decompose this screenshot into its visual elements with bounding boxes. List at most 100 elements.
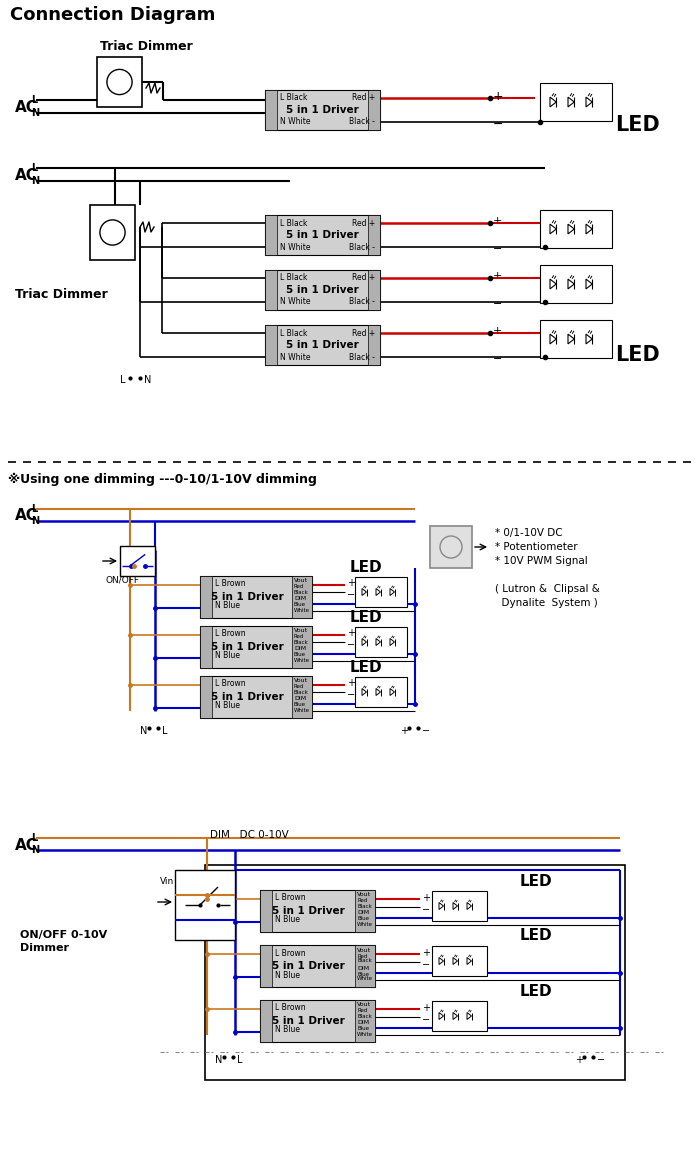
Text: White: White bbox=[357, 1031, 373, 1037]
Text: L Brown: L Brown bbox=[215, 580, 246, 588]
Text: AC: AC bbox=[15, 508, 38, 523]
Text: +: + bbox=[422, 893, 430, 902]
Text: 5 in 1 Driver: 5 in 1 Driver bbox=[272, 960, 344, 971]
Text: −: − bbox=[422, 1015, 430, 1025]
Text: L: L bbox=[162, 726, 167, 735]
Text: Black: Black bbox=[357, 1014, 372, 1018]
Text: Black: Black bbox=[294, 589, 309, 594]
Text: N Blue: N Blue bbox=[275, 915, 300, 925]
Text: LED: LED bbox=[350, 560, 383, 575]
Text: Vout: Vout bbox=[357, 1002, 371, 1008]
Text: Red +: Red + bbox=[351, 328, 375, 338]
Text: −: − bbox=[422, 726, 430, 735]
Bar bbox=[432, 1001, 487, 1031]
Bar bbox=[540, 84, 612, 121]
Text: −: − bbox=[347, 690, 355, 699]
Text: L: L bbox=[31, 95, 37, 106]
Text: L Brown: L Brown bbox=[275, 949, 306, 957]
Bar bbox=[265, 90, 380, 130]
Text: Vin: Vin bbox=[160, 877, 174, 886]
Text: L: L bbox=[31, 833, 37, 843]
Bar bbox=[200, 626, 312, 668]
Text: Red +: Red + bbox=[351, 94, 375, 102]
Text: * 0/1-10V DC: * 0/1-10V DC bbox=[495, 528, 563, 538]
Text: Black: Black bbox=[357, 904, 372, 908]
Text: N Blue: N Blue bbox=[275, 1025, 300, 1035]
Text: Black: Black bbox=[294, 639, 309, 645]
Text: Black: Black bbox=[294, 689, 309, 695]
Text: N White: N White bbox=[280, 297, 311, 306]
Text: N Blue: N Blue bbox=[275, 971, 300, 979]
Bar bbox=[432, 947, 487, 976]
Text: DIM: DIM bbox=[357, 1021, 369, 1025]
Text: ※Using one dimming ---0-10/1-10V dimming: ※Using one dimming ---0-10/1-10V dimming bbox=[8, 472, 317, 486]
Text: Black: Black bbox=[357, 958, 372, 964]
Text: Red: Red bbox=[357, 954, 368, 958]
Bar bbox=[292, 676, 312, 718]
Text: N White: N White bbox=[280, 117, 311, 126]
Bar bbox=[355, 1000, 375, 1042]
Bar bbox=[260, 890, 272, 931]
Bar bbox=[430, 525, 472, 568]
Text: Dynalite  System ): Dynalite System ) bbox=[495, 599, 598, 608]
Bar bbox=[260, 890, 375, 931]
Text: AC: AC bbox=[15, 838, 38, 853]
Text: DIM: DIM bbox=[294, 646, 306, 652]
Text: 5 in 1 Driver: 5 in 1 Driver bbox=[286, 230, 359, 240]
Text: −: − bbox=[597, 1054, 605, 1065]
Text: 5 in 1 Driver: 5 in 1 Driver bbox=[211, 592, 284, 602]
Text: LED: LED bbox=[520, 984, 552, 999]
Text: Triac Dimmer: Triac Dimmer bbox=[15, 289, 108, 302]
Text: −: − bbox=[493, 354, 503, 364]
Text: Black -: Black - bbox=[349, 242, 375, 252]
Text: +: + bbox=[347, 677, 355, 688]
Text: DIM: DIM bbox=[294, 696, 306, 702]
Text: +: + bbox=[422, 1003, 430, 1013]
Bar bbox=[200, 577, 212, 618]
Text: +: + bbox=[347, 578, 355, 588]
Text: L Black: L Black bbox=[280, 94, 307, 102]
Text: N Blue: N Blue bbox=[215, 602, 240, 610]
Text: Vout: Vout bbox=[294, 579, 308, 583]
Text: LED: LED bbox=[615, 115, 659, 135]
Text: Blue: Blue bbox=[294, 602, 306, 608]
Text: N: N bbox=[215, 1054, 223, 1065]
Text: Red +: Red + bbox=[351, 274, 375, 283]
Bar bbox=[292, 577, 312, 618]
Text: Blue: Blue bbox=[294, 652, 306, 658]
Text: AC: AC bbox=[15, 100, 38, 115]
Text: L: L bbox=[31, 503, 37, 514]
Text: L Black: L Black bbox=[280, 274, 307, 283]
Bar bbox=[260, 945, 375, 987]
Text: Black -: Black - bbox=[349, 117, 375, 126]
Bar bbox=[368, 325, 380, 365]
Text: +: + bbox=[575, 1054, 583, 1065]
Text: Red: Red bbox=[357, 899, 368, 904]
Bar bbox=[368, 270, 380, 310]
Bar bbox=[265, 215, 277, 255]
Text: White: White bbox=[294, 708, 310, 712]
Text: Vout: Vout bbox=[357, 892, 371, 898]
Bar bbox=[260, 945, 272, 987]
Text: L: L bbox=[31, 164, 37, 173]
Text: Vout: Vout bbox=[294, 629, 308, 633]
Text: Dimmer: Dimmer bbox=[20, 943, 69, 954]
Text: Red: Red bbox=[294, 635, 304, 639]
Text: −: − bbox=[493, 244, 503, 254]
Text: N: N bbox=[31, 844, 39, 855]
Text: +: + bbox=[347, 628, 355, 638]
Text: LED: LED bbox=[520, 928, 552, 943]
Bar bbox=[97, 57, 142, 107]
Bar bbox=[260, 1000, 272, 1042]
Text: 5 in 1 Driver: 5 in 1 Driver bbox=[211, 641, 284, 652]
Text: DIM: DIM bbox=[357, 965, 369, 971]
Text: 5 in 1 Driver: 5 in 1 Driver bbox=[272, 906, 344, 916]
Text: −: − bbox=[422, 905, 430, 915]
Bar bbox=[200, 626, 212, 668]
Bar bbox=[265, 90, 277, 130]
Text: Blue: Blue bbox=[294, 703, 306, 708]
Bar bbox=[368, 215, 380, 255]
Bar bbox=[540, 210, 612, 248]
Bar bbox=[540, 264, 612, 303]
Text: Red +: Red + bbox=[351, 218, 375, 227]
